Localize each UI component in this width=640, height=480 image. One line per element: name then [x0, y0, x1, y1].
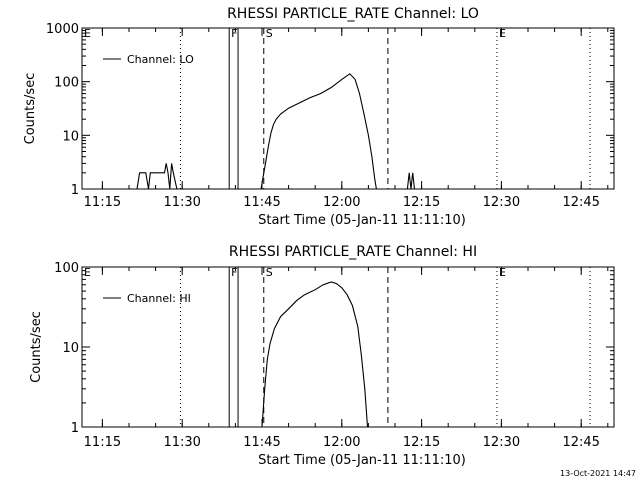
panel-1-xtick-label: 12:30	[483, 195, 520, 210]
panel-1-xtick-label: 11:30	[163, 195, 200, 210]
panel-1-xtick-label: 11:45	[243, 195, 280, 210]
footer-timestamp: 13-Oct-2021 14:47	[560, 469, 636, 478]
panel-2-xtick-label: 11:15	[84, 435, 121, 450]
panel-2-series-line	[261, 281, 369, 428]
panel-1-series-line	[136, 163, 178, 190]
panel-1-x-axis-label: Start Time (05-Jan-11 11:11:10)	[258, 213, 466, 228]
panel-1-xtick-label: 11:15	[84, 195, 121, 210]
panel-2-xtick-label: 12:15	[403, 435, 440, 450]
panel-2-plot-frame	[81, 266, 615, 428]
panel-2-y-axis-label: Counts/sec	[29, 311, 44, 383]
panel-1-title: RHESSI PARTICLE_RATE Channel: LO	[227, 6, 479, 22]
panel-2-event-marker-label: F	[231, 266, 237, 279]
panel-1-ytick-label: 1000	[46, 22, 79, 37]
panel-2-xtick-label: 12:45	[562, 435, 599, 450]
panel-1-event-marker-label: E	[84, 27, 91, 40]
panel-2-event-marker-label: S	[266, 266, 273, 279]
panel-1-series-line	[260, 73, 377, 190]
panel-2-legend-label: Channel: HI	[127, 292, 191, 305]
panel-1-y-axis-label: Counts/sec	[23, 73, 38, 145]
panel-1-ytick-label: 1	[71, 183, 79, 198]
panel-1-xtick-label: 12:00	[323, 195, 360, 210]
panel-1-xtick-label: 12:45	[562, 195, 599, 210]
panel-2-title: RHESSI PARTICLE_RATE Channel: HI	[229, 244, 477, 260]
panel-2-xtick-label: 11:30	[163, 435, 200, 450]
panel-1-event-marker-label: S	[266, 27, 273, 40]
panel-1-xtick-label: 12:15	[403, 195, 440, 210]
panel-1-legend-label: Channel: LO	[127, 53, 194, 66]
panel-1-ytick-label: 10	[62, 129, 79, 144]
panel-2-xtick-label: 12:30	[483, 435, 520, 450]
panel-2-ytick-label: 1	[71, 421, 79, 436]
panel-2-x-axis-label: Start Time (05-Jan-11 11:11:10)	[258, 453, 466, 468]
panel-2-event-marker-label: E	[499, 266, 506, 279]
panel-1-event-marker-label: F	[231, 27, 237, 40]
panel-1-plot-frame	[81, 27, 615, 190]
panel-1-event-marker-label: E	[499, 27, 506, 40]
panel-1-series-line	[406, 172, 416, 190]
panel-2-event-marker-label: E	[84, 266, 91, 279]
panel-2-xtick-label: 11:45	[243, 435, 280, 450]
panel-2-ytick-label: 100	[54, 261, 79, 276]
panel-1-ytick-label: 100	[54, 76, 79, 91]
panel-2-xtick-label: 12:00	[323, 435, 360, 450]
panel-2-ytick-label: 10	[62, 341, 79, 356]
